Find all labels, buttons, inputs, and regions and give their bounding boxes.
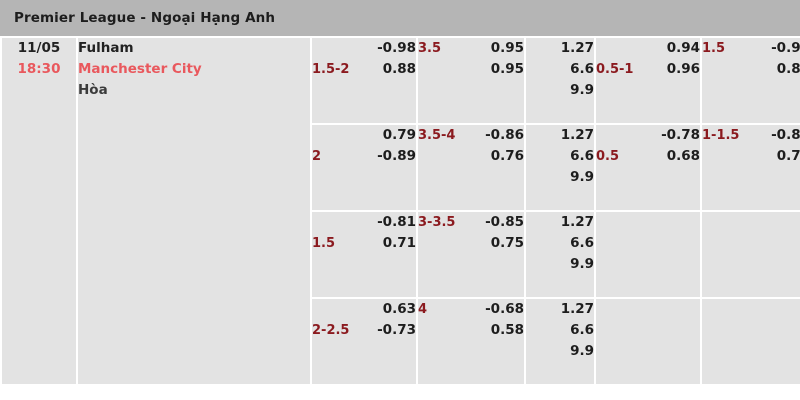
ah-price-top[interactable]: -0.81: [377, 214, 416, 230]
home-team-name: Fulham: [78, 40, 134, 56]
ah-price-bottom[interactable]: -0.73: [377, 322, 416, 338]
ah-price-top[interactable]: 0.63: [382, 301, 416, 317]
ah-price-bottom[interactable]: 0.71: [382, 235, 416, 251]
ou-line: 4: [418, 302, 428, 317]
ah-line: 1.5-2: [312, 62, 350, 77]
table-row[interactable]: 0.63 2-2.5 -0.73 4 -0.68 0.58: [2, 299, 800, 384]
ah-line: 2-2.5: [312, 323, 350, 338]
ou-price-bottom[interactable]: 0.75: [490, 235, 524, 251]
ah2-price-top[interactable]: 0.94: [666, 40, 700, 56]
ah2-price-bottom[interactable]: 0.68: [666, 148, 700, 164]
odds-home-win[interactable]: 1.27: [560, 214, 594, 230]
league-header: Premier League - Ngoại Hạng Anh: [0, 0, 800, 36]
ou2-line: 1.5: [702, 41, 726, 56]
away-team-name: Manchester City: [78, 61, 202, 77]
ou-line: 3.5-4: [418, 128, 456, 143]
ou2-price-bottom[interactable]: 0.70: [776, 148, 800, 164]
odds-home-win[interactable]: 1.27: [560, 40, 594, 56]
over-under-2-cell[interactable]: 1-1.5 -0.80 0.70: [702, 125, 800, 210]
asian-handicap-2-cell[interactable]: -0.78 0.5 0.68: [596, 125, 700, 210]
odds-draw[interactable]: 6.6: [570, 148, 594, 164]
odds-away-win[interactable]: 9.9: [570, 169, 594, 185]
ou-price-bottom[interactable]: 0.95: [490, 61, 524, 77]
ou-price-top[interactable]: -0.68: [485, 301, 524, 317]
odds-draw[interactable]: 6.6: [570, 322, 594, 338]
ah-price-top[interactable]: -0.98: [377, 40, 416, 56]
table-row[interactable]: 11/05 18:30 Fulham Manchester City Hòa -…: [2, 38, 800, 384]
ah2-line: 0.5: [596, 149, 620, 164]
odds-away-win[interactable]: 9.9: [570, 256, 594, 272]
asian-handicap-cell[interactable]: 0.63 2-2.5 -0.73: [312, 299, 416, 384]
over-under-2-cell-empty: [702, 299, 800, 384]
match-date: 11/05: [17, 40, 61, 56]
odds-away-win[interactable]: 9.9: [570, 343, 594, 359]
asian-handicap-2-cell-empty: [596, 212, 700, 297]
match-datetime-cell: 11/05 18:30: [2, 38, 76, 384]
table-row[interactable]: -0.81 1.5 0.71 3-3.5 -0.85 0.75: [2, 212, 800, 297]
odds-draw[interactable]: 6.6: [570, 61, 594, 77]
odds-draw[interactable]: 6.6: [570, 235, 594, 251]
over-under-cell[interactable]: 3.5-4 -0.86 0.76: [418, 125, 524, 210]
odds-away-win[interactable]: 9.9: [570, 82, 594, 98]
ah-price-bottom[interactable]: -0.89: [377, 148, 416, 164]
ou-price-top[interactable]: -0.85: [485, 214, 524, 230]
one-x-two-cell[interactable]: 1.27 6.6 9.9: [526, 299, 594, 384]
asian-handicap-2-cell[interactable]: 0.94 0.5-1 0.96: [596, 38, 700, 123]
match-time: 18:30: [17, 61, 61, 77]
ah2-line: 0.5-1: [596, 62, 634, 77]
ou-price-bottom[interactable]: 0.76: [490, 148, 524, 164]
ah2-price-top[interactable]: -0.78: [661, 127, 700, 143]
ou-line: 3.5: [418, 41, 442, 56]
ou2-price-bottom[interactable]: 0.85: [776, 61, 800, 77]
table-row[interactable]: 0.79 2 -0.89 3.5-4 -0.86 0.76: [2, 125, 800, 210]
ou2-line: 1-1.5: [702, 128, 740, 143]
one-x-two-cell[interactable]: 1.27 6.6 9.9: [526, 212, 594, 297]
over-under-2-cell[interactable]: 1.5 -0.95 0.85: [702, 38, 800, 123]
ou-line: 3-3.5: [418, 215, 456, 230]
over-under-cell[interactable]: 4 -0.68 0.58: [418, 299, 524, 384]
league-title: Premier League - Ngoại Hạng Anh: [14, 10, 276, 26]
asian-handicap-cell[interactable]: -0.98 1.5-2 0.88: [312, 38, 416, 123]
one-x-two-cell[interactable]: 1.27 6.6 9.9: [526, 125, 594, 210]
odds-table: 11/05 18:30 Fulham Manchester City Hòa -…: [0, 36, 800, 386]
ou-price-top[interactable]: 0.95: [490, 40, 524, 56]
over-under-2-cell-empty: [702, 212, 800, 297]
odds-home-win[interactable]: 1.27: [560, 301, 594, 317]
match-teams-cell: Fulham Manchester City Hòa: [78, 38, 310, 384]
ou2-price-top[interactable]: -0.95: [771, 40, 800, 56]
asian-handicap-cell[interactable]: -0.81 1.5 0.71: [312, 212, 416, 297]
over-under-cell[interactable]: 3.5 0.95 0.95: [418, 38, 524, 123]
odds-home-win[interactable]: 1.27: [560, 127, 594, 143]
ah-price-bottom[interactable]: 0.88: [382, 61, 416, 77]
ah-line: 2: [312, 149, 322, 164]
ou2-price-top[interactable]: -0.80: [771, 127, 800, 143]
ou-price-top[interactable]: -0.86: [485, 127, 524, 143]
ou-price-bottom[interactable]: 0.58: [490, 322, 524, 338]
asian-handicap-cell[interactable]: 0.79 2 -0.89: [312, 125, 416, 210]
asian-handicap-2-cell-empty: [596, 299, 700, 384]
over-under-cell[interactable]: 3-3.5 -0.85 0.75: [418, 212, 524, 297]
ah-line: 1.5: [312, 236, 336, 251]
draw-label: Hòa: [78, 82, 108, 98]
one-x-two-cell[interactable]: 1.27 6.6 9.9: [526, 38, 594, 123]
ah-price-top[interactable]: 0.79: [382, 127, 416, 143]
ah2-price-bottom[interactable]: 0.96: [666, 61, 700, 77]
